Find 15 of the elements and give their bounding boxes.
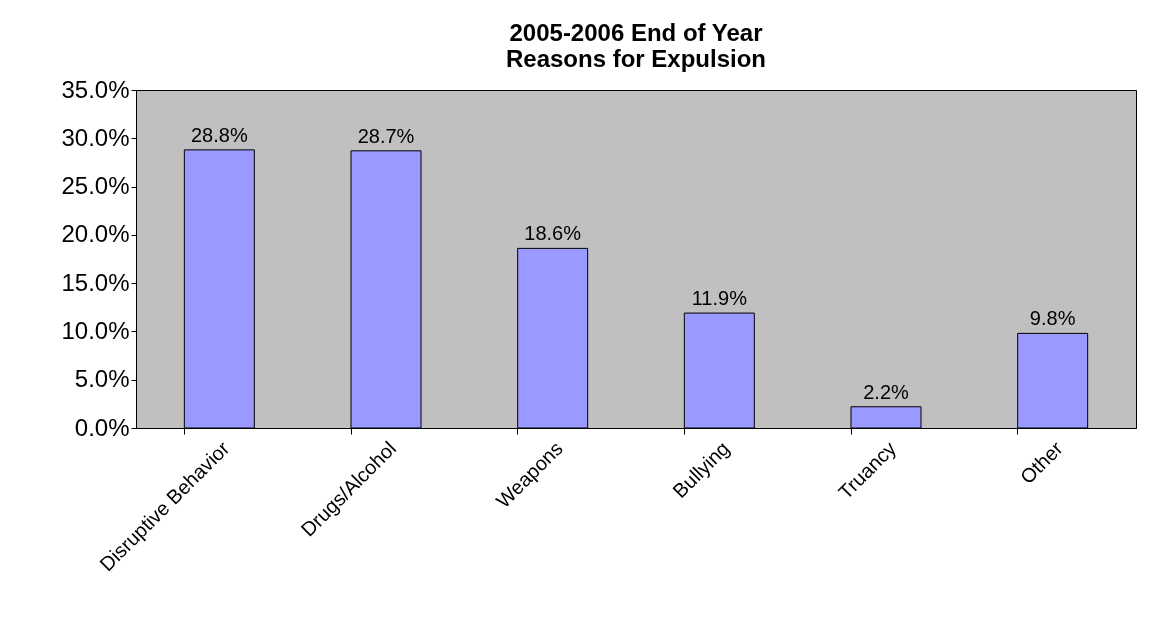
y-tick-label: 20.0% (61, 220, 130, 248)
y-tick-label: 15.0% (61, 268, 130, 296)
data-label: 18.6% (524, 222, 582, 245)
y-tick-label: 0.0% (74, 413, 130, 441)
data-label: 11.9% (691, 287, 748, 310)
y-tick-label: 5.0% (74, 365, 130, 393)
data-label: 28.7% (357, 124, 415, 147)
data-label: 9.8% (1029, 307, 1076, 330)
data-label: 28.8% (190, 123, 248, 146)
y-tick-label: 30.0% (61, 123, 130, 151)
data-label: 2.2% (863, 380, 910, 403)
y-tick-label: 25.0% (61, 172, 130, 200)
y-tick-label: 35.0% (61, 75, 130, 103)
chart-title: 2005-2006 End of Year Reasons for Expulsion (505, 19, 767, 72)
y-tick-label: 10.0% (61, 316, 130, 344)
